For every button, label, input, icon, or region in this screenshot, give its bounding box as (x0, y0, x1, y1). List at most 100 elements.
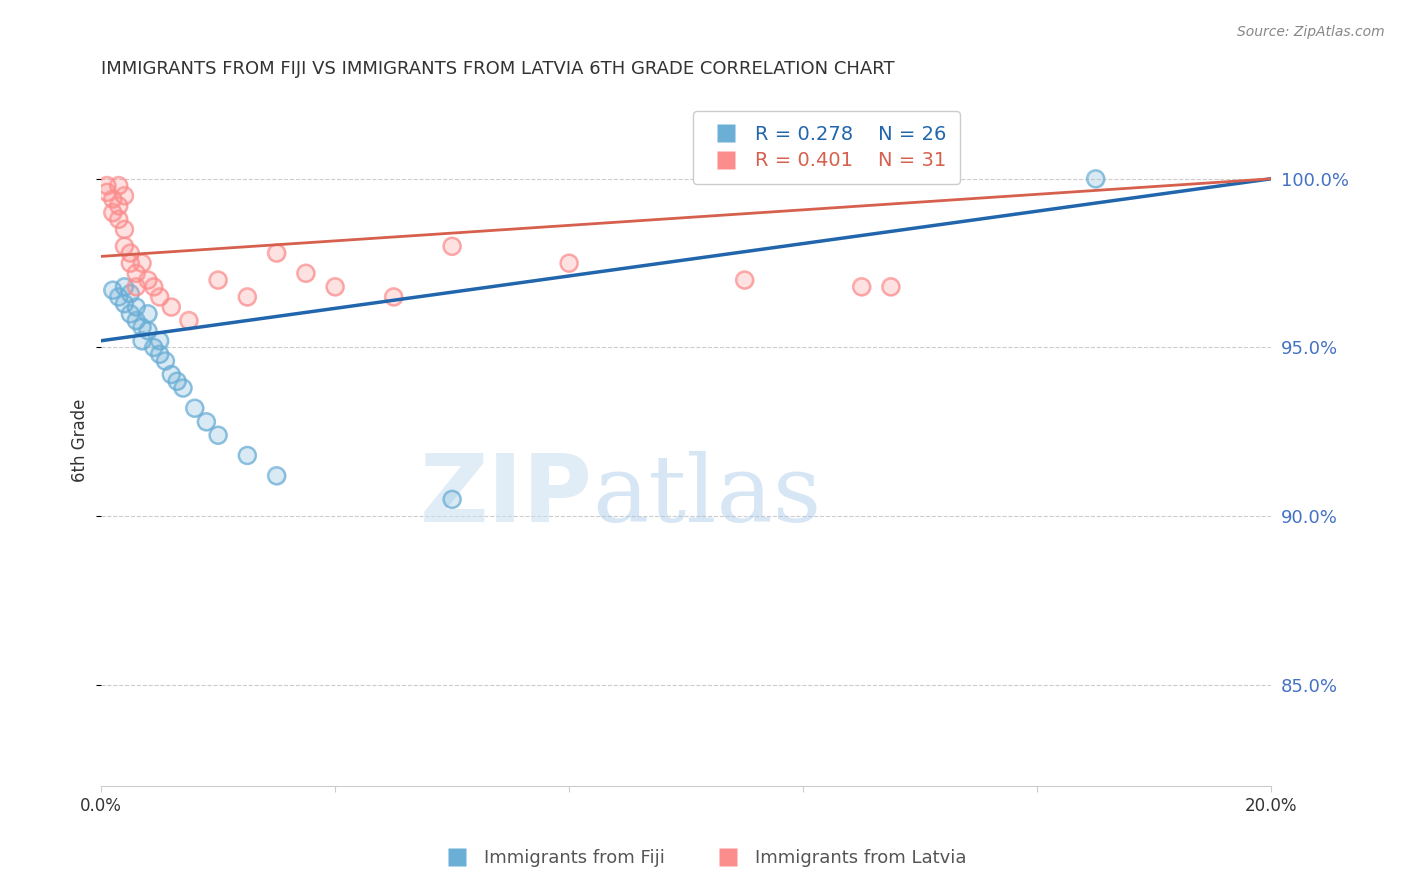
Point (125, 300, 148, 314)
Point (155, 354, 177, 368)
Point (148, 347, 170, 361)
Point (148, 334, 170, 348)
Point (114, 222, 136, 236)
Point (266, 468, 288, 483)
Point (120, 246, 142, 260)
Point (114, 296, 136, 310)
Point (207, 273, 229, 287)
Point (441, 239, 464, 253)
Point (120, 256, 142, 270)
Point (441, 492, 464, 507)
Point (131, 256, 153, 270)
Point (120, 286, 142, 301)
Point (195, 415, 218, 429)
Point (160, 368, 183, 382)
Point (266, 246, 288, 260)
Point (166, 374, 188, 388)
Point (207, 428, 229, 442)
Point (382, 290, 405, 304)
Point (880, 279, 903, 293)
Point (107, 199, 129, 213)
Point (131, 334, 153, 348)
Point (107, 290, 129, 304)
Point (266, 468, 288, 483)
Point (148, 347, 170, 361)
Point (155, 354, 177, 368)
Point (166, 374, 188, 388)
Text: ZIP: ZIP (419, 450, 592, 541)
Point (107, 178, 129, 193)
Point (236, 290, 259, 304)
Point (136, 324, 159, 338)
Legend: Immigrants from Fiji, Immigrants from Latvia: Immigrants from Fiji, Immigrants from La… (432, 842, 974, 874)
Text: IMMIGRANTS FROM FIJI VS IMMIGRANTS FROM LATVIA 6TH GRADE CORRELATION CHART: IMMIGRANTS FROM FIJI VS IMMIGRANTS FROM … (101, 60, 894, 78)
Point (114, 279, 136, 293)
Point (441, 492, 464, 507)
Point (558, 256, 581, 270)
Point (295, 266, 318, 280)
Point (136, 273, 159, 287)
Point (125, 313, 148, 327)
Point (101, 283, 124, 297)
Point (125, 266, 148, 280)
Point (207, 428, 229, 442)
Point (120, 307, 142, 321)
Point (323, 279, 346, 293)
Point (142, 341, 165, 355)
Point (120, 256, 142, 270)
Point (851, 279, 873, 293)
Point (107, 199, 129, 213)
Point (114, 188, 136, 202)
Point (96, 178, 118, 193)
Point (136, 324, 159, 338)
Point (160, 300, 183, 314)
Point (295, 266, 318, 280)
Point (148, 290, 170, 304)
Point (120, 286, 142, 301)
Point (183, 401, 205, 416)
Point (101, 192, 124, 206)
Point (101, 192, 124, 206)
Point (114, 279, 136, 293)
Point (1084, 171, 1107, 186)
Point (114, 239, 136, 253)
Point (120, 246, 142, 260)
Point (236, 449, 259, 463)
Point (177, 313, 200, 327)
Point (114, 188, 136, 202)
Point (131, 320, 153, 334)
Point (382, 290, 405, 304)
Point (114, 296, 136, 310)
Text: Source: ZipAtlas.com: Source: ZipAtlas.com (1237, 25, 1385, 39)
Point (96, 178, 118, 193)
Point (107, 212, 129, 227)
Point (125, 266, 148, 280)
Point (131, 256, 153, 270)
Point (558, 256, 581, 270)
Point (195, 415, 218, 429)
Point (142, 341, 165, 355)
Point (101, 205, 124, 219)
Point (125, 279, 148, 293)
Point (125, 300, 148, 314)
Point (125, 279, 148, 293)
Point (172, 381, 194, 395)
Point (96, 186, 118, 200)
Point (136, 273, 159, 287)
Point (101, 283, 124, 297)
Point (1084, 171, 1107, 186)
Point (323, 279, 346, 293)
Point (266, 246, 288, 260)
Point (131, 320, 153, 334)
Y-axis label: 6th Grade: 6th Grade (72, 399, 89, 482)
Point (177, 313, 200, 327)
Point (734, 273, 756, 287)
Point (734, 273, 756, 287)
Legend: R = 0.278    N = 26, R = 0.401    N = 31: R = 0.278 N = 26, R = 0.401 N = 31 (693, 112, 960, 184)
Point (148, 334, 170, 348)
Point (148, 290, 170, 304)
Point (114, 239, 136, 253)
Point (114, 222, 136, 236)
Point (101, 205, 124, 219)
Point (131, 334, 153, 348)
